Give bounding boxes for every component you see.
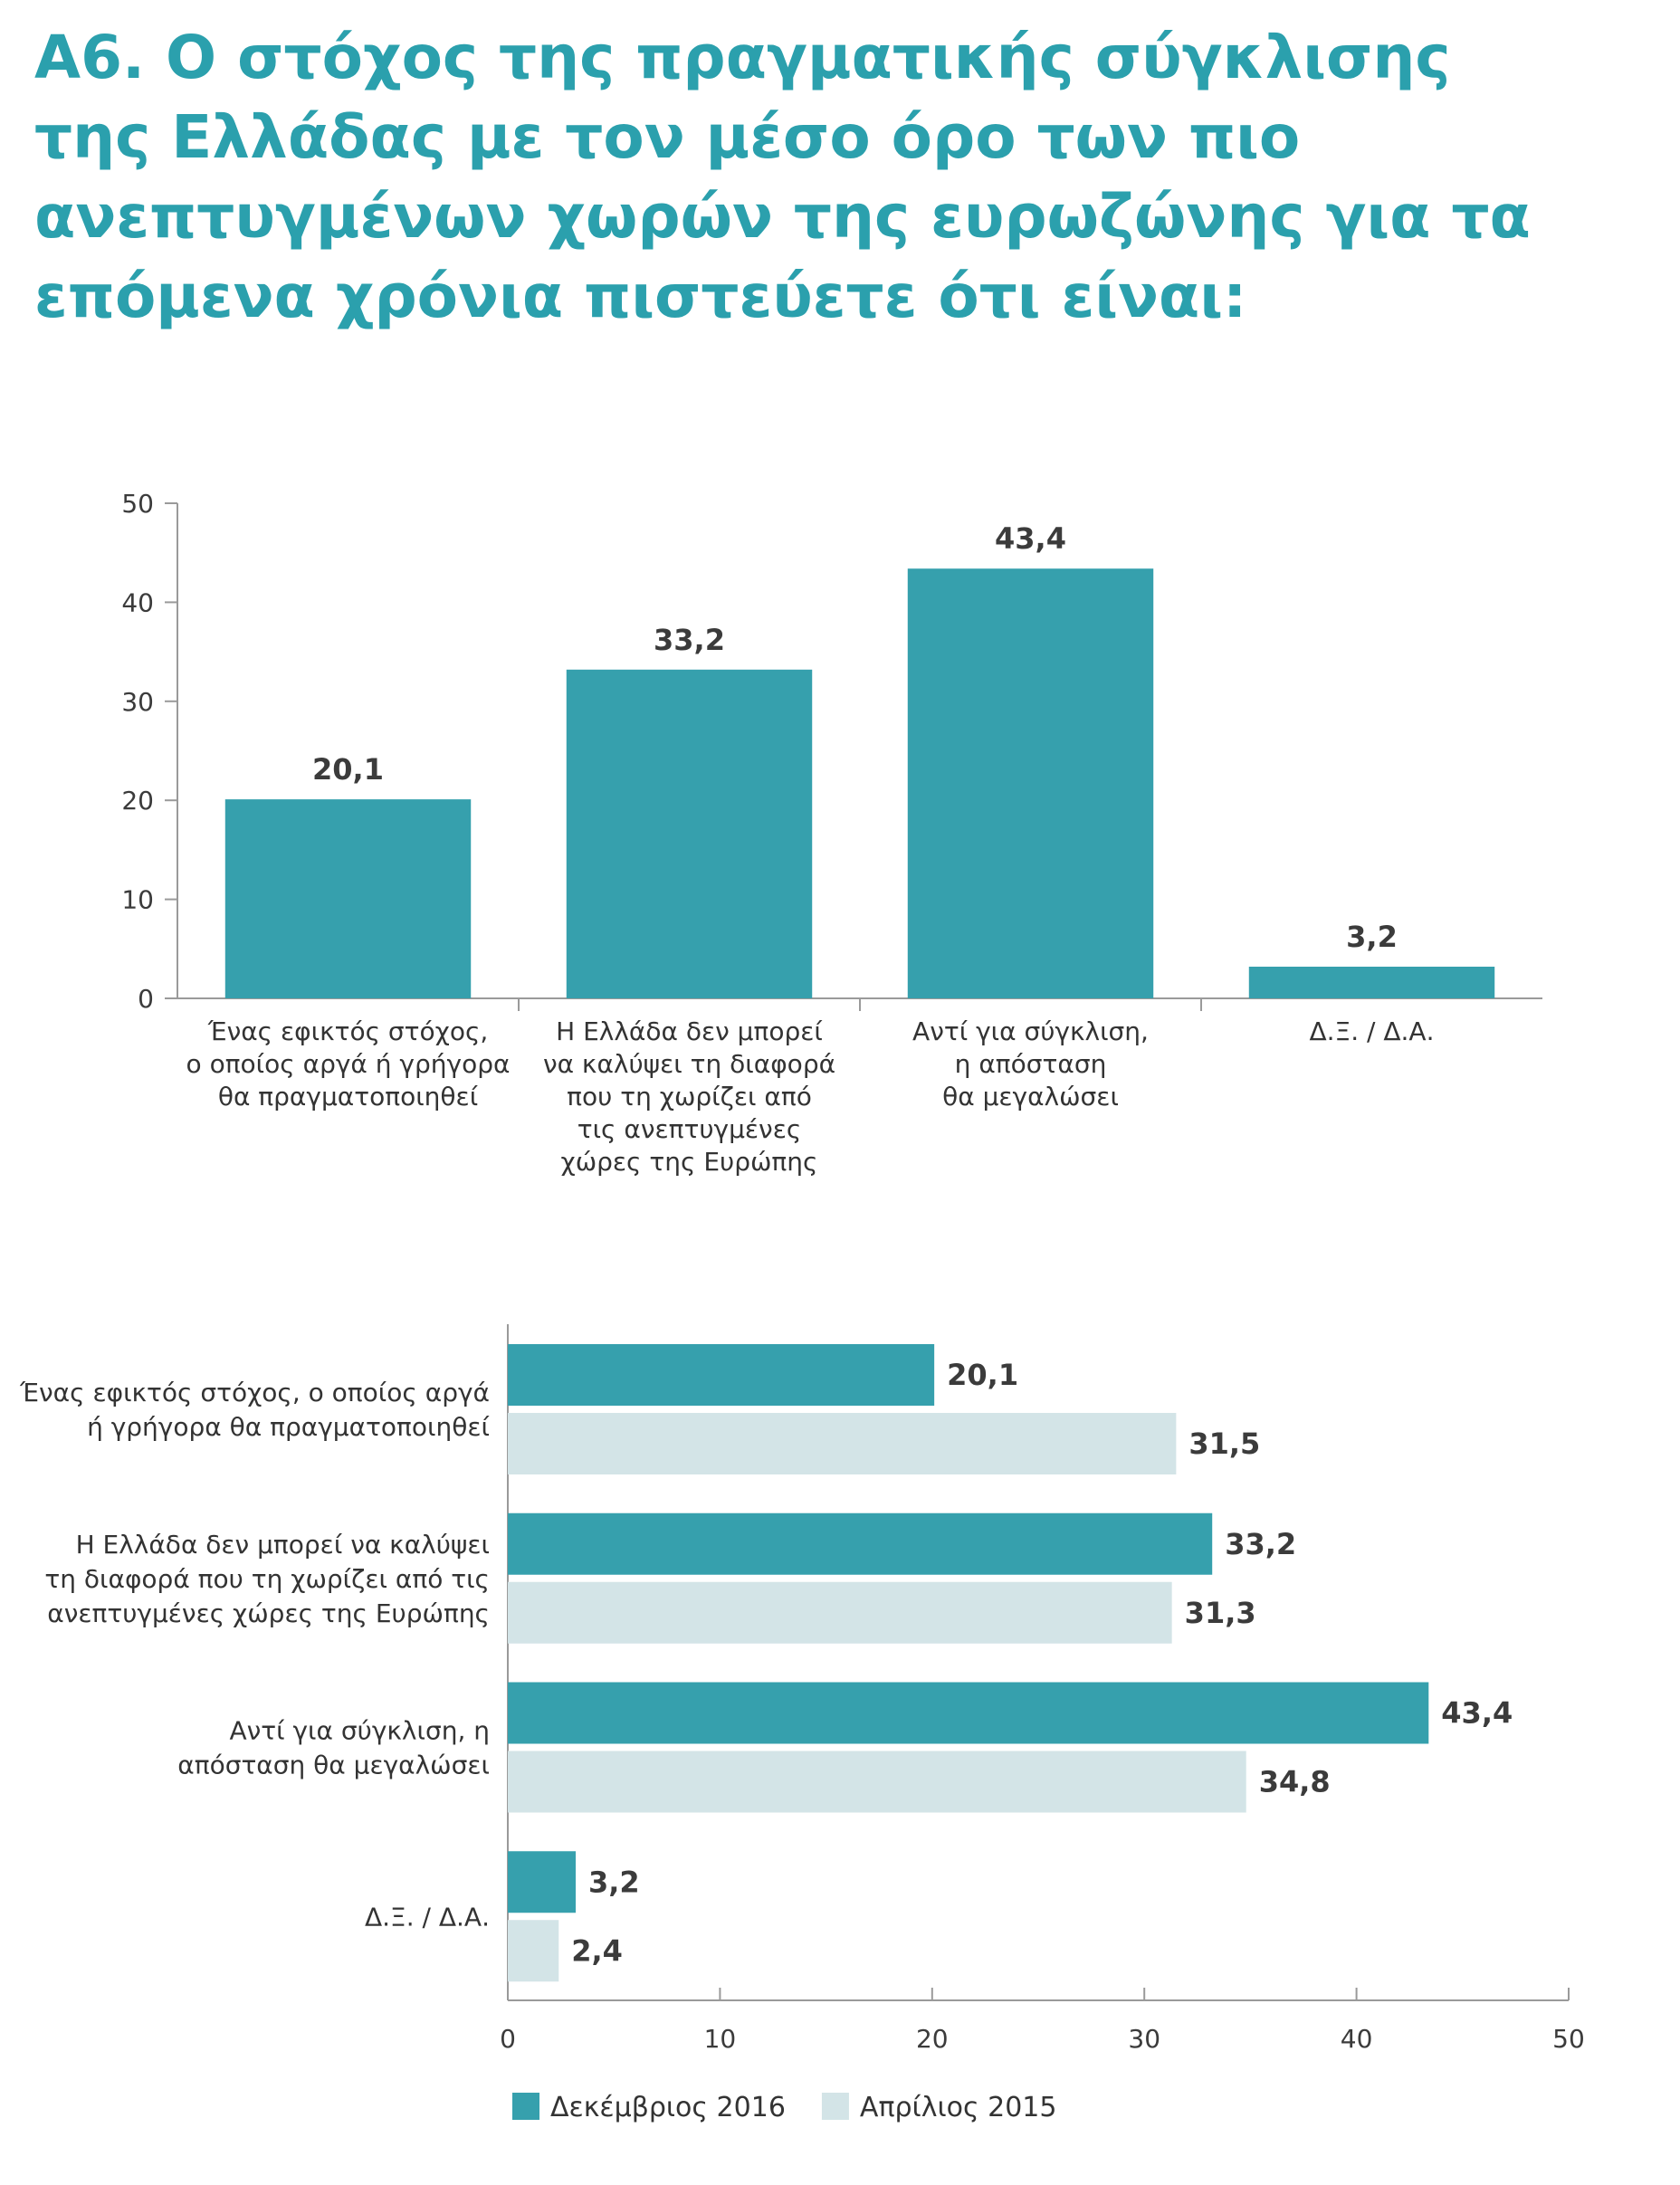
chart1-labels: 20,1 Ένας εφικτός στόχος,ο οποίος αργά ή … <box>186 521 1435 1177</box>
category-label: Η Ελλάδα δεν μπορεί <box>556 1016 823 1046</box>
data-label: 3,2 <box>588 1865 640 1899</box>
y-tick-label: 30 <box>121 687 154 717</box>
category-label: θα πραγματοποιηθεί <box>218 1082 479 1112</box>
vertical-bar-chart: 0 10 20 30 40 50 20,1 Ένας εφικτός στόχος,ο οπ… <box>121 489 1542 1177</box>
bar <box>508 1512 1213 1575</box>
title-line: της Ελλάδας με τον μέσο όρο των πιο <box>34 102 1301 172</box>
data-label: 20,1 <box>312 752 384 787</box>
data-label: 43,4 <box>995 521 1066 556</box>
x-tick-label: 10 <box>704 2024 737 2054</box>
category-label: να καλύψει τη διαφορά <box>543 1049 835 1079</box>
category-label: η απόσταση <box>955 1049 1107 1079</box>
data-label: 34,8 <box>1259 1765 1331 1799</box>
bar <box>508 1920 559 1982</box>
category-label: τις ανεπτυγμένες <box>578 1114 802 1144</box>
chart1-bars <box>224 568 1495 998</box>
category-label: ή γρήγορα θα πραγματοποιηθεί <box>87 1412 490 1442</box>
data-label: 43,4 <box>1441 1696 1513 1731</box>
data-label: 31,3 <box>1185 1596 1256 1630</box>
data-label: 20,1 <box>947 1358 1018 1392</box>
bar <box>508 1851 577 1913</box>
y-tick-label: 40 <box>121 587 154 617</box>
category-label: Δ.Ξ. / Δ.Α. <box>1310 1016 1435 1046</box>
data-label: 33,2 <box>654 623 725 657</box>
bar <box>508 1751 1246 1813</box>
category-label: που τη χωρίζει από <box>567 1082 812 1112</box>
category-label: Αντί για σύγκλιση, <box>912 1016 1149 1046</box>
category-label: απόσταση θα μεγαλώσει <box>177 1751 490 1780</box>
y-tick-label: 10 <box>121 885 154 915</box>
page-title: Α6. Ο στόχος της πραγματικής σύγκλισης τ… <box>34 18 1628 337</box>
x-tick-label: 50 <box>1552 2024 1585 2054</box>
category-label: Αντί για σύγκλιση, η <box>229 1716 490 1746</box>
chart2-axes: 0 10 20 30 40 50 <box>500 1324 1585 2054</box>
category-label: ο οποίος αργά ή γρήγορα <box>186 1049 511 1079</box>
legend-swatch <box>821 2093 849 2120</box>
y-tick-label: 0 <box>138 984 154 1014</box>
x-tick-label: 30 <box>1128 2024 1160 2054</box>
x-tick-label: 40 <box>1341 2024 1373 2054</box>
legend-label: Απρίλιος 2015 <box>860 2092 1057 2123</box>
legend: Δεκέμβριος 2016 Απρίλιος 2015 <box>512 2092 1056 2123</box>
title-line: Α6. Ο στόχος της πραγματικής σύγκλισης <box>34 23 1451 92</box>
bar <box>508 1344 935 1406</box>
data-label: 31,5 <box>1188 1426 1260 1461</box>
category-label: Η Ελλάδα δεν μπορεί να καλύψει <box>76 1530 490 1560</box>
category-label: Δ.Ξ. / Δ.Α. <box>365 1902 490 1932</box>
bar <box>508 1581 1172 1644</box>
x-tick-label: 20 <box>916 2024 949 2054</box>
data-label: 3,2 <box>1346 920 1398 954</box>
category-label: Ένας εφικτός στόχος, ο οποίος αργά <box>19 1378 490 1407</box>
bar <box>508 1413 1177 1474</box>
category-label: Ένας εφικτός στόχος, <box>207 1016 489 1046</box>
x-tick-label: 0 <box>500 2024 516 2054</box>
bar <box>508 1682 1429 1744</box>
y-tick-label: 50 <box>121 489 154 519</box>
bar <box>907 568 1154 998</box>
category-label: τη διαφορά που τη χωρίζει από τις <box>44 1564 490 1594</box>
category-label: χώρες της Ευρώπης <box>561 1147 818 1177</box>
category-label: θα μεγαλώσει <box>942 1082 1119 1112</box>
y-tick-label: 20 <box>121 786 154 816</box>
data-label: 2,4 <box>571 1933 623 1968</box>
title-line: ανεπτυγμένων χωρών της ευρωζώνης για τα <box>34 182 1531 252</box>
bar <box>566 669 813 998</box>
legend-label: Δεκέμβριος 2016 <box>550 2092 786 2123</box>
bar <box>1248 966 1495 998</box>
chart2-labels: 20,1 31,5 Ένας εφικτός στόχος, ο οποίος αρ… <box>19 1358 1513 1968</box>
title-line: επόμενα χρόνια πιστεύετε ότι είναι: <box>34 262 1247 331</box>
category-label: ανεπτυγμένες χώρες της Ευρώπης <box>47 1598 490 1628</box>
bar <box>224 799 472 998</box>
legend-swatch <box>512 2093 539 2120</box>
chart2-bars <box>508 1344 1429 1982</box>
data-label: 33,2 <box>1225 1527 1296 1561</box>
